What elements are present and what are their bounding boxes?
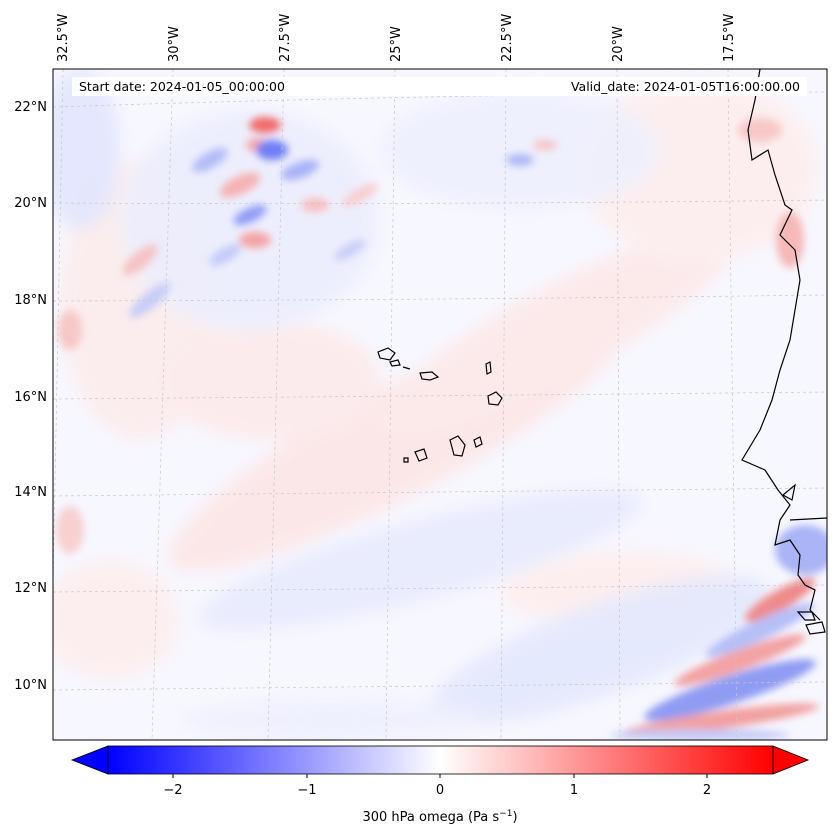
- colorbar-gradient: [108, 746, 773, 774]
- lon-label: 22.5°W: [500, 14, 515, 62]
- latitude-labels: 22°N 20°N 18°N 16°N 14°N 12°N 10°N: [14, 100, 47, 693]
- header-bar: [72, 77, 807, 96]
- valid-date-label: Valid_date: 2024-01-05T16:00:00.00: [571, 79, 800, 94]
- lat-label: 20°N: [14, 196, 47, 211]
- lat-label: 22°N: [14, 100, 47, 115]
- colorbar-tick: 0: [436, 783, 444, 798]
- map-frame: [52, 68, 828, 741]
- colorbar-min-extend: [70, 745, 109, 775]
- colorbar-max-extend: [772, 745, 810, 775]
- colorbar-tick: −1: [297, 783, 316, 798]
- lat-label: 10°N: [14, 678, 47, 693]
- lon-label: 32.5°W: [56, 14, 71, 62]
- start-date-label: Start date: 2024-01-05_00:00:00: [79, 79, 285, 94]
- colorbar-tick: 1: [570, 783, 578, 798]
- omega-field: [53, 69, 827, 740]
- lon-label: 27.5°W: [278, 14, 293, 62]
- longitude-labels: 32.5°W 30°W 27.5°W 25°W 22.5°W 20°W 17.5…: [56, 14, 737, 62]
- lat-label: 16°N: [14, 390, 47, 405]
- coastline-africa: [741, 69, 827, 635]
- lat-label: 14°N: [14, 485, 47, 500]
- lon-label: 30°W: [167, 26, 182, 62]
- lon-label: 25°W: [389, 26, 404, 62]
- colorbar-label: 300 hPa omega (Pa s−1): [362, 809, 517, 825]
- colorbar: −2 −1 0 1 2 300 hPa omega (Pa s−1): [70, 745, 810, 825]
- graticule: [53, 69, 827, 740]
- colorbar-tick: −2: [163, 783, 182, 798]
- lon-label: 20°W: [611, 26, 626, 62]
- cape-verde-islands: [377, 347, 503, 463]
- lat-label: 18°N: [14, 293, 47, 308]
- lat-label: 12°N: [14, 581, 47, 596]
- colorbar-tick: 2: [703, 783, 711, 798]
- lon-label: 17.5°W: [722, 14, 737, 62]
